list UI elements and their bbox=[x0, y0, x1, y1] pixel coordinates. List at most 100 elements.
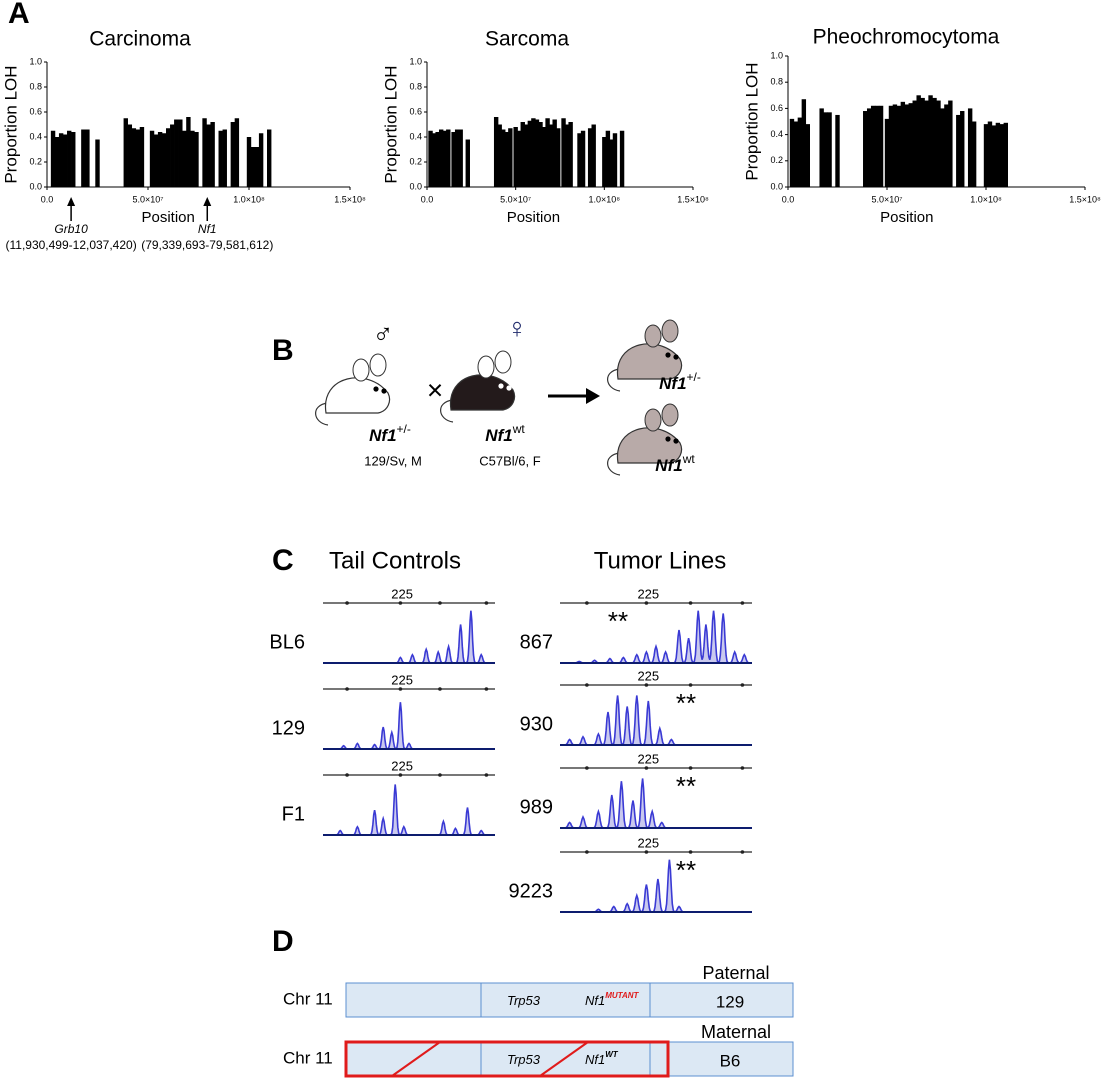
gene-name: Nf1 bbox=[369, 426, 396, 445]
x-tick-label: 1.5×10⁸ bbox=[677, 194, 709, 204]
bar bbox=[442, 130, 447, 187]
y-tick-label: 1.0 bbox=[409, 56, 422, 66]
trace-tick bbox=[644, 601, 649, 605]
x-tick-label: 5.0×10⁷ bbox=[500, 194, 531, 204]
size-marker: 225 bbox=[391, 758, 413, 773]
bar bbox=[892, 104, 898, 187]
bar bbox=[153, 134, 159, 187]
bar bbox=[896, 105, 902, 187]
bar bbox=[556, 128, 561, 187]
bar bbox=[454, 129, 460, 187]
bar bbox=[258, 133, 264, 187]
bar bbox=[801, 99, 807, 187]
mouse-eye bbox=[673, 354, 679, 360]
genotype: Nf1wt bbox=[485, 422, 525, 445]
bar bbox=[520, 122, 525, 187]
allele: +/- bbox=[687, 370, 701, 384]
bar bbox=[85, 129, 90, 187]
bar bbox=[878, 105, 884, 187]
mouse-eye bbox=[506, 385, 512, 391]
bar bbox=[916, 95, 921, 187]
bar bbox=[900, 101, 906, 187]
bar bbox=[123, 118, 128, 187]
y-tick-label: 0.8 bbox=[29, 81, 42, 91]
bar bbox=[932, 97, 937, 187]
bar bbox=[501, 129, 506, 187]
bar bbox=[250, 147, 256, 187]
bar bbox=[190, 130, 195, 187]
y-tick-label: 0.4 bbox=[770, 129, 783, 139]
bar bbox=[131, 128, 137, 187]
hatch bbox=[391, 1041, 441, 1077]
trace-line bbox=[560, 695, 752, 746]
y-tick-label: 0.6 bbox=[29, 106, 42, 116]
mouse-tail bbox=[607, 368, 621, 392]
genotype: Nf1+/- bbox=[659, 370, 701, 393]
mouse-ear bbox=[352, 358, 370, 382]
bar bbox=[527, 120, 533, 187]
size-marker: 225 bbox=[637, 668, 659, 683]
gene-name: Trp53 bbox=[507, 993, 541, 1008]
y-tick-label: 0.0 bbox=[770, 181, 783, 191]
allele: +/- bbox=[397, 422, 411, 436]
gene-name: Trp53 bbox=[507, 1052, 541, 1067]
trace-label: 9223 bbox=[509, 880, 554, 902]
bar bbox=[178, 119, 183, 187]
trace-tick bbox=[585, 601, 589, 605]
x-tick-label: 5.0×10⁷ bbox=[871, 194, 902, 204]
mouse bbox=[315, 353, 391, 426]
bar bbox=[493, 117, 499, 187]
trace-tick bbox=[740, 766, 745, 770]
arrow-head bbox=[203, 197, 212, 206]
x-axis-label: Position bbox=[507, 209, 560, 226]
y-tick-label: 0.2 bbox=[29, 156, 42, 166]
x-tick-label: 1.5×10⁸ bbox=[334, 194, 366, 204]
y-tick-label: 1.0 bbox=[29, 56, 42, 66]
gene-name: Nf1 bbox=[485, 426, 512, 445]
bar bbox=[62, 134, 68, 187]
bar bbox=[182, 130, 187, 187]
bar bbox=[206, 124, 211, 187]
allele: wt bbox=[682, 452, 696, 466]
bar bbox=[170, 124, 175, 187]
genotype: Nf1wt bbox=[655, 452, 695, 475]
column-title: Tail Controls bbox=[329, 547, 461, 574]
mouse-tail bbox=[315, 402, 329, 426]
bar bbox=[202, 118, 207, 187]
sex-symbol: ♀ bbox=[507, 312, 528, 343]
trace-line bbox=[560, 859, 752, 913]
bar bbox=[819, 108, 824, 187]
arrow-head bbox=[586, 388, 600, 404]
bar bbox=[587, 128, 593, 187]
bar bbox=[884, 118, 890, 187]
trace-tick bbox=[438, 687, 442, 691]
bar bbox=[568, 122, 573, 187]
bar bbox=[71, 132, 76, 187]
bar bbox=[948, 100, 953, 187]
bar bbox=[186, 117, 191, 187]
x-tick-label: 0.0 bbox=[421, 194, 434, 204]
mouse-ear bbox=[494, 350, 512, 374]
bar bbox=[81, 129, 86, 187]
bar bbox=[924, 100, 929, 187]
bar bbox=[95, 139, 100, 187]
mouse-eye bbox=[665, 436, 671, 442]
trace-tick bbox=[585, 766, 589, 770]
trace-tick bbox=[740, 683, 745, 687]
genotype: Nf1+/- bbox=[369, 422, 411, 445]
x-tick-label: 5.0×10⁷ bbox=[132, 194, 163, 204]
mouse-tail bbox=[607, 452, 621, 476]
bar bbox=[458, 129, 463, 187]
strain-label: 129 bbox=[716, 992, 744, 1011]
trace-tick bbox=[688, 850, 693, 854]
trace-tick bbox=[585, 683, 589, 687]
trace-label: 129 bbox=[272, 717, 305, 739]
trace-label: BL6 bbox=[269, 631, 305, 653]
mouse-eye bbox=[381, 388, 387, 394]
y-tick-label: 0.8 bbox=[770, 77, 783, 87]
parent-label: Paternal bbox=[702, 963, 769, 983]
bar bbox=[446, 129, 451, 187]
y-tick-label: 0.6 bbox=[409, 106, 422, 116]
chart-title: Pheochromocytoma bbox=[813, 26, 1000, 49]
trace-fill bbox=[323, 610, 495, 663]
